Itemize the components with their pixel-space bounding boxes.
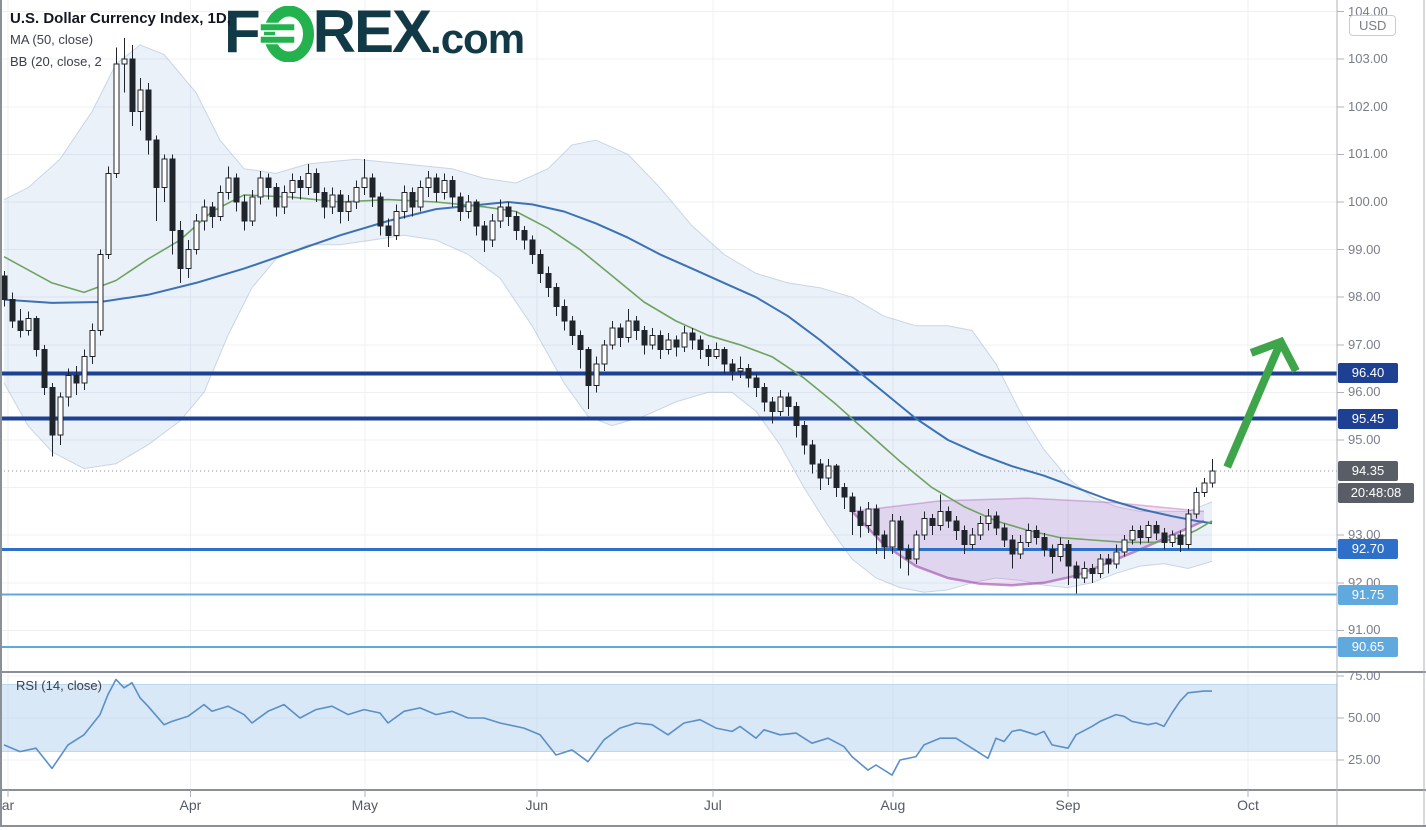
chart-legend: U.S. Dollar Currency Index, 1D, MA (50, …	[10, 8, 231, 73]
candles	[1, 37, 1216, 594]
forex-o-icon	[259, 6, 314, 62]
rsi-legend-item[interactable]: RSI (14, close)	[16, 678, 102, 693]
ma50-line	[3, 201, 1213, 525]
symbol-title[interactable]: U.S. Dollar Currency Index, 1D,	[10, 10, 231, 27]
grid-lines	[0, 0, 1337, 790]
forex-logo: F REX .com	[224, 0, 525, 65]
currency-unit-button[interactable]: USD	[1349, 15, 1397, 36]
axis-tick-marks	[7, 11, 1344, 797]
rsi-plot	[0, 678, 1337, 776]
logo-letters-rex: REX	[312, 0, 432, 65]
up-arrow-annotation[interactable]	[1223, 336, 1300, 469]
logo-dotcom: .com	[430, 15, 525, 62]
time-axis[interactable]	[0, 790, 1426, 830]
support-resistance-lines[interactable]	[0, 371, 1337, 649]
logo-letter-f: F	[224, 0, 261, 65]
ma-legend-item[interactable]: MA (50, close)	[10, 32, 94, 47]
price-axis[interactable]	[1337, 0, 1426, 790]
bb-legend-item[interactable]: BB (20, close, 2	[10, 54, 102, 69]
